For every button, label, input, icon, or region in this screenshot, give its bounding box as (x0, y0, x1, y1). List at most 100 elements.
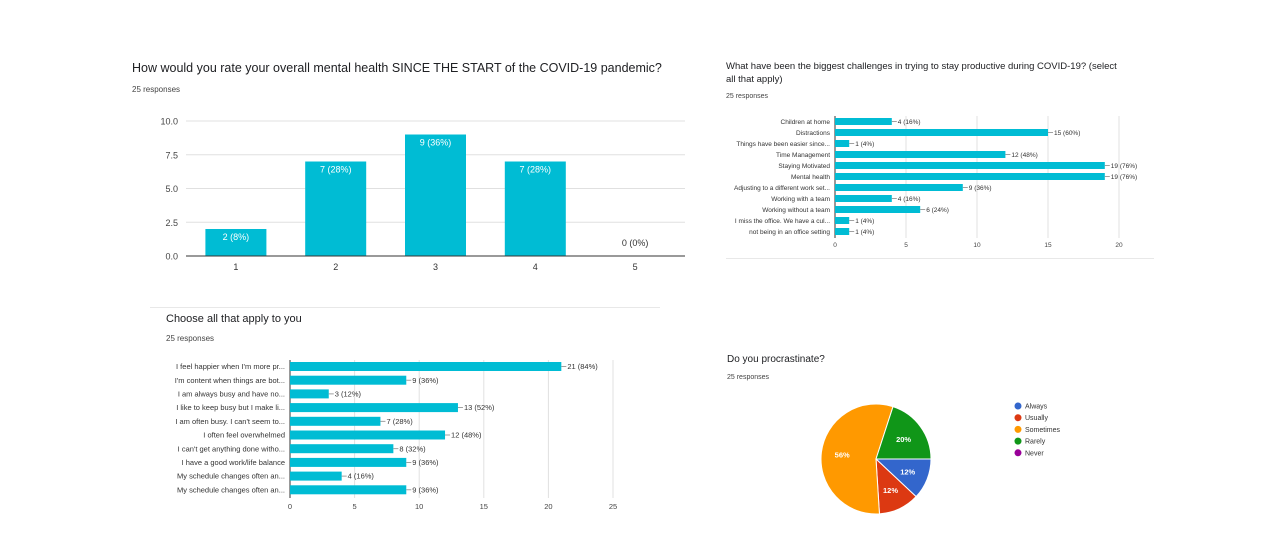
chart3-data-label: 12 (48%) (451, 431, 482, 440)
chart3-xtick-label: 25 (609, 502, 617, 511)
chart4-slice-label: 56% (835, 451, 850, 460)
chart2-xtick-label: 15 (1044, 242, 1052, 249)
chart3-bar (290, 375, 407, 385)
chart3-category-label: I like to keep busy but I make li... (176, 403, 285, 412)
chart4-slice-label: 20% (896, 435, 911, 444)
chart1-xtick-label: 5 (633, 262, 638, 272)
chart4-slice-label: 12% (900, 468, 915, 477)
chart4-legend-label: Never (1025, 450, 1044, 457)
chart3-bar (290, 430, 446, 440)
chart3-data-label: 3 (12%) (335, 390, 362, 399)
chart3-category-label: I often feel overwhelmed (203, 431, 285, 440)
chart3-bar (290, 485, 407, 495)
chart1-data-label: 7 (28%) (520, 165, 552, 175)
chart4-title: Do you procrastinate? (727, 354, 825, 365)
chart3-data-label: 4 (16%) (348, 472, 375, 481)
chart4-legend-label: Always (1025, 404, 1048, 411)
chart1-responses: 25 responses (132, 85, 181, 94)
chart3-category-label: I can't get anything done witho... (178, 444, 285, 453)
chart2-xtick-label: 5 (904, 242, 908, 249)
chart3-category-label: My schedule changes often an... (177, 485, 285, 494)
chart4-legend-swatch (1014, 449, 1022, 457)
chart3-category-label: I feel happier when I'm more pr... (176, 362, 285, 371)
chart3-xtick-label: 0 (288, 502, 292, 511)
chart2-data-label: 1 (4%) (855, 229, 874, 236)
chart2-bar (835, 129, 1048, 136)
chart3-data-label: 9 (36%) (412, 376, 439, 385)
chart3-category-label: I am always busy and have no... (178, 390, 285, 399)
chart3-data-label: 13 (52%) (464, 403, 495, 412)
chart3-bar (290, 471, 342, 481)
chart2-data-label: 1 (4%) (855, 141, 874, 148)
chart2-category-label: Working with a team (771, 196, 830, 203)
chart2-divider (726, 258, 1154, 259)
chart2-data-label: 15 (60%) (1054, 130, 1080, 137)
chart3-data-label: 21 (84%) (567, 362, 598, 371)
chart1-ytick-label: 10.0 (160, 117, 178, 127)
chart2-data-label: 4 (16%) (898, 119, 921, 126)
chart2-bar (835, 118, 892, 125)
chart4-legend-swatch (1014, 425, 1022, 433)
chart1-ytick-label: 0.0 (165, 252, 178, 262)
chart3-bar (290, 362, 562, 371)
chart2-title-line2: all that apply) (726, 74, 783, 85)
chart2-bar (835, 151, 1006, 158)
chart3-category-label: I have a good work/life balance (182, 458, 285, 467)
chart3-xtick-label: 10 (415, 502, 423, 511)
chart2-data-label: 4 (16%) (898, 196, 921, 203)
chart3-category-label: My schedule changes often an... (177, 472, 285, 481)
chart4-legend-label: Sometimes (1025, 427, 1061, 434)
chart2-xtick-label: 20 (1115, 242, 1123, 249)
chart2-data-label: 19 (76%) (1111, 174, 1137, 181)
chart3-data-label: 7 (28%) (386, 417, 413, 426)
chart1-data-label: 0 (0%) (622, 238, 649, 248)
chart3-bar (290, 444, 394, 454)
chart3-divider (150, 307, 660, 308)
chart2-category-label: Time Management (776, 152, 830, 159)
chart2-xtick-label: 0 (833, 242, 837, 249)
chart2-bar (835, 173, 1105, 180)
chart1-xtick-label: 3 (433, 262, 438, 272)
chart2-bar (835, 184, 963, 191)
chart1-ytick-label: 7.5 (165, 150, 178, 160)
chart3-xtick-label: 20 (544, 502, 552, 511)
chart2-data-label: 6 (24%) (926, 207, 949, 214)
chart2-category-label: Mental health (791, 174, 830, 181)
chart3-data-label: 9 (36%) (412, 485, 439, 494)
chart2-xtick-label: 10 (973, 242, 981, 249)
chart3-category-label: I'm content when things are bot... (175, 376, 285, 385)
chart3-title: Choose all that apply to you (166, 313, 302, 325)
chart4-responses: 25 responses (727, 374, 770, 381)
chart3-bar (290, 457, 407, 467)
chart1-data-label: 9 (36%) (420, 138, 452, 148)
chart1-bar (405, 134, 466, 256)
chart4-legend-swatch (1014, 437, 1022, 445)
chart1-data-label: 7 (28%) (320, 165, 352, 175)
chart4-legend-label: Rarely (1025, 439, 1046, 446)
chart3-data-label: 9 (36%) (412, 458, 439, 467)
chart3-responses: 25 responses (166, 334, 215, 343)
chart2-data-label: 12 (48%) (1011, 152, 1037, 159)
chart2-bar (835, 162, 1105, 169)
chart2-bar (835, 228, 850, 235)
chart2-category-label: Things have been easier since... (736, 141, 830, 148)
chart3-bar (290, 389, 329, 399)
chart2-category-label: Children at home (781, 119, 831, 126)
chart1-ytick-label: 2.5 (165, 218, 178, 228)
chart1-bar (305, 161, 367, 256)
chart3-xtick-label: 5 (353, 502, 357, 511)
chart1-ytick-label: 5.0 (165, 184, 178, 194)
chart2-data-label: 19 (76%) (1111, 163, 1137, 170)
chart2-category-label: not being in an office setting (749, 229, 830, 236)
chart4-legend-label: Usually (1025, 415, 1048, 422)
chart3-bar (290, 403, 458, 413)
chart1-bar (205, 229, 267, 256)
chart3-category-label: I am often busy. I can't seem to... (175, 417, 285, 426)
chart4-legend-swatch (1014, 414, 1022, 422)
chart4-slice (875, 406, 932, 460)
chart3-bar (290, 416, 381, 426)
chart2-category-label: Working without a team (762, 207, 830, 214)
chart2-category-label: Staying Motivated (778, 163, 830, 170)
chart3-xtick-label: 15 (480, 502, 488, 511)
